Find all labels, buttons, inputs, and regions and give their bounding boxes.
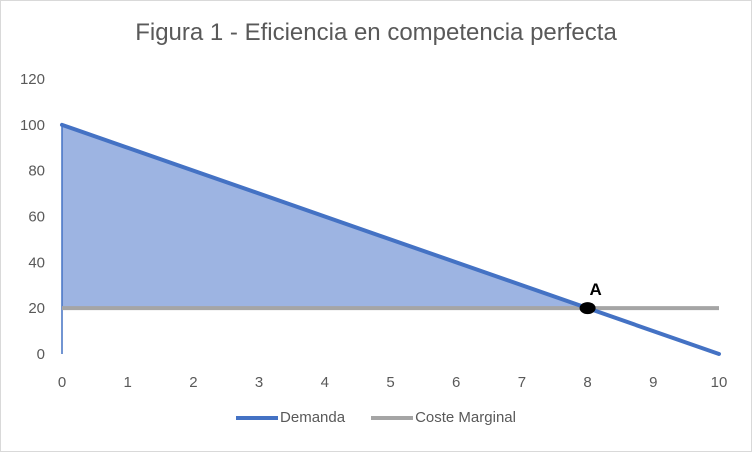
series-line-demanda: [60, 122, 721, 356]
equilibrium-point-a: [579, 302, 596, 315]
legend-label-demanda: Demanda: [280, 409, 346, 426]
x-tick-label: 5: [386, 374, 394, 391]
x-tick-label: 9: [649, 374, 657, 391]
x-tick-label: 6: [452, 374, 460, 391]
x-tick-label: 7: [518, 374, 526, 391]
y-tick-label: 20: [28, 300, 45, 317]
annotation-label-a: A: [589, 280, 601, 299]
x-tick-label: 8: [583, 374, 591, 391]
y-tick-label: 60: [28, 209, 45, 226]
y-tick-label: 40: [28, 254, 45, 271]
chart-title: Figura 1 - Eficiencia en competencia per…: [135, 19, 617, 46]
y-tick-labels: 0 20 40 60 80 100 120: [20, 71, 45, 363]
legend-label-coste-marginal: Coste Marginal: [415, 409, 516, 426]
y-tick-label: 100: [20, 117, 45, 134]
x-tick-label: 2: [189, 374, 197, 391]
y-tick-label: 0: [37, 346, 45, 363]
x-tick-labels: 0 1 2 3 4 5 6 7 8 9 10: [58, 374, 728, 391]
legend: Demanda Coste Marginal: [1, 409, 751, 426]
y-tick-label: 120: [20, 71, 45, 88]
legend-swatch-coste-marginal: [371, 415, 414, 420]
x-tick-label: 1: [124, 374, 132, 391]
x-tick-label: 10: [711, 374, 728, 391]
y-tick-label: 80: [28, 163, 45, 180]
legend-swatch-demanda: [236, 415, 279, 420]
x-tick-label: 3: [255, 374, 263, 391]
legend-item-demanda: Demanda: [236, 409, 345, 426]
legend-item-coste-marginal: Coste Marginal: [371, 409, 516, 426]
x-tick-label: 0: [58, 374, 66, 391]
x-tick-label: 4: [321, 374, 329, 391]
